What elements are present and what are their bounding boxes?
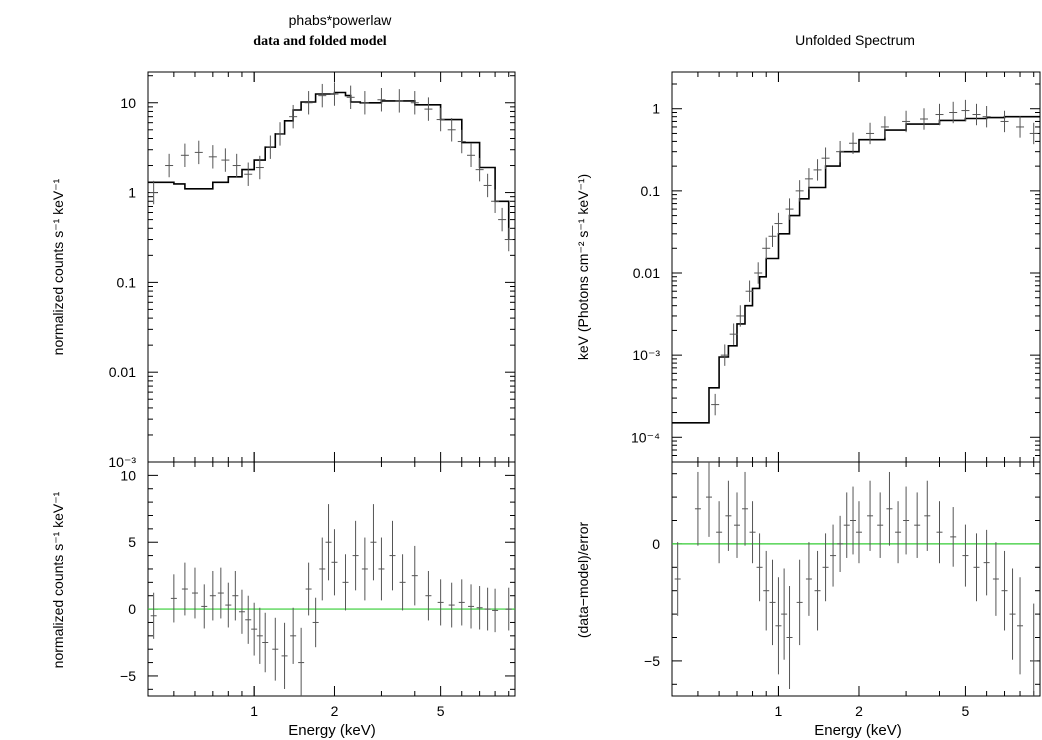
- left-bottom-y-tick-label: 0: [128, 601, 136, 617]
- right-top-y-axis-label: keV (Photons cm⁻² s⁻¹ keV⁻¹): [575, 174, 591, 360]
- right-top-y-tick-label: 0.01: [633, 265, 660, 281]
- right-x-tick-label: 1: [775, 703, 783, 719]
- left-bottom-y-axis-label: normalized counts s⁻¹ keV⁻¹: [50, 491, 66, 668]
- left-model-line: [148, 91, 510, 240]
- left-top-y-tick-label: 0.1: [117, 274, 137, 290]
- left-x-tick-label: 5: [437, 703, 445, 719]
- left-chart-title: phabs*powerlaw: [289, 12, 393, 28]
- left-top-y-tick-label: 0.01: [109, 364, 136, 380]
- right-x-tick-label: 2: [855, 703, 863, 719]
- left-top-y-tick-label: 10⁻³: [108, 454, 136, 470]
- left-bottom-y-tick-label: −5: [120, 668, 136, 684]
- left-x-tick-label: 1: [250, 703, 258, 719]
- left-bottom-y-tick-label: 10: [120, 467, 136, 483]
- left-x-axis-label: Energy (keV): [288, 722, 376, 739]
- right-bottom-plot-frame: [671, 461, 1041, 697]
- right-bottom-y-tick-label: 0: [652, 536, 660, 552]
- right-top-y-tick-label: 10⁻³: [632, 347, 660, 363]
- right-x-axis-label: Energy (keV): [814, 722, 902, 739]
- right-chart-title: Unfolded Spectrum: [795, 32, 915, 48]
- left-chart-subtitle: data and folded model: [253, 34, 387, 49]
- left-bottom-y-tick-label: 5: [128, 534, 136, 550]
- right-top-y-tick-label: 1: [652, 101, 660, 117]
- right-bottom-y-axis-label: (data−model)/error: [575, 521, 591, 638]
- right-x-tick-label: 5: [962, 703, 970, 719]
- left-bottom-plot-frame: [147, 461, 516, 697]
- right-bottom-y-tick-label: −5: [644, 653, 660, 669]
- right-top-y-tick-label: 10⁻⁴: [631, 429, 660, 445]
- left-top-y-tick-label: 1: [128, 185, 136, 201]
- right-model-line: [672, 115, 1040, 424]
- left-top-plot-frame: [147, 71, 516, 463]
- left-top-y-axis-label: normalized counts s⁻¹ keV⁻¹: [50, 178, 66, 355]
- left-top-y-tick-label: 10: [120, 95, 136, 111]
- right-top-y-tick-label: 0.1: [641, 183, 661, 199]
- right-top-plot-frame: [671, 71, 1041, 463]
- left-x-tick-label: 2: [331, 703, 339, 719]
